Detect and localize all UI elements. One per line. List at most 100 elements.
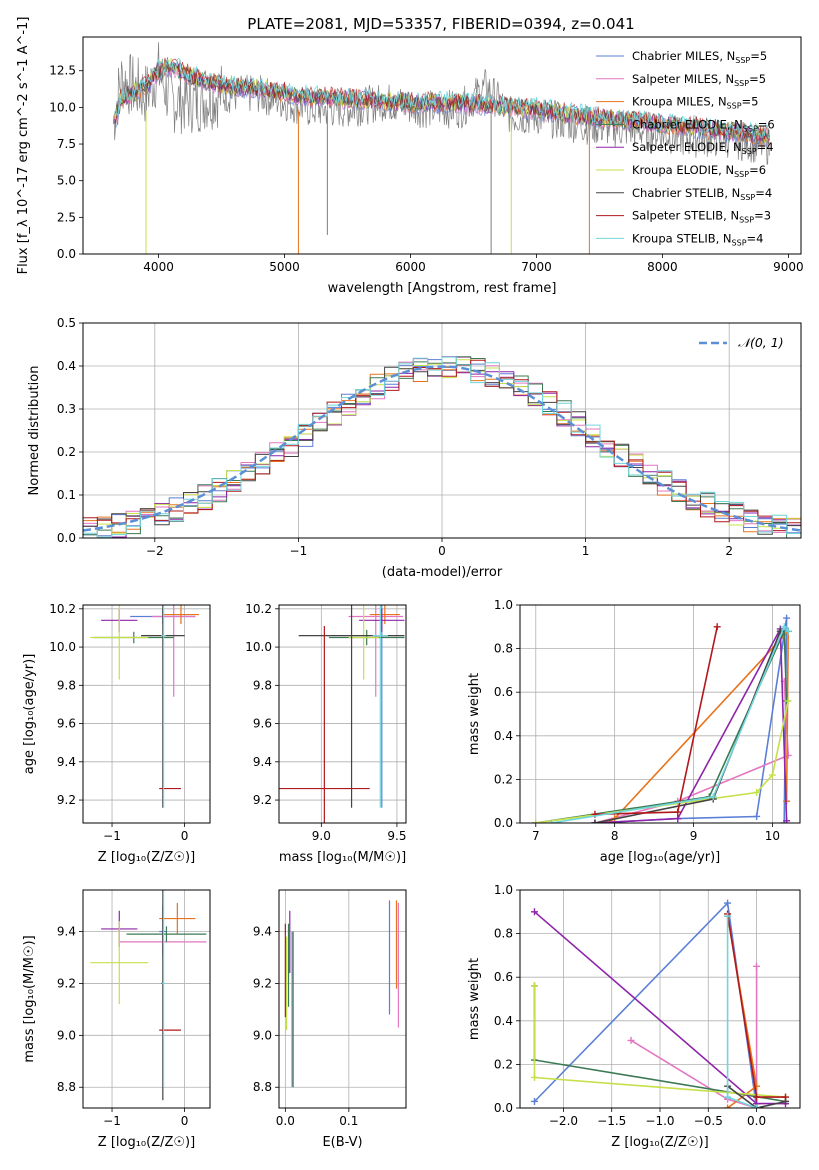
x-axis-label: E(B-V) <box>322 1135 362 1150</box>
plot-area <box>90 605 200 808</box>
y-tick-label: 5.0 <box>57 174 76 188</box>
y-tick-label: 10.0 <box>49 640 76 654</box>
y-axis-label: mass weight <box>467 673 482 755</box>
panel-age_vs_mass: 9.0 9.5 9.2 9.4 9.6 9.8 10.0 10.2 mass [log₁₀(M/… <box>245 602 407 865</box>
legend-label: Kroupa MILES, NSSP=5 <box>632 95 758 111</box>
chart-layer: 4000 5000 6000 7000 8000 90000.02.55.07.510.0… <box>16 17 804 1150</box>
y-tick-label: 0.4 <box>494 1014 513 1028</box>
axes-frame <box>278 604 407 824</box>
panel-mw_vs_z: −2.0 −1.5 −1.0 −0.5 0.0 0.0 0.2 0.4 0.6 0.8 1.0 Z [… <box>467 883 801 1150</box>
x-tick-label: 6000 <box>395 260 426 274</box>
y-tick-label: 10.0 <box>49 100 76 114</box>
y-tick-label: 9.4 <box>253 925 272 939</box>
axes-frame <box>82 36 802 255</box>
y-tick-label: 8.8 <box>253 1080 272 1094</box>
x-tick-label: 9000 <box>773 260 804 274</box>
legend-label: Chabrier ELODIE, NSSP=6 <box>632 117 775 133</box>
y-tick-label: 9.8 <box>57 678 76 692</box>
legend-label: Salpeter ELODIE, NSSP=4 <box>632 140 774 156</box>
mass-weight-marker <box>783 817 791 823</box>
mass-weight-line <box>594 681 790 823</box>
x-axis-label: Z [log₁₀(Z/Z☉)] <box>611 1135 708 1150</box>
y-tick-label: 0.4 <box>494 729 513 743</box>
mass-weight-marker <box>753 788 761 796</box>
figure-title: PLATE=2081, MJD=53357, FIBERID=0394, z=0… <box>247 15 634 33</box>
mass-weight-marker <box>784 697 792 705</box>
y-tick-label: 0.0 <box>57 531 76 545</box>
mass-weight-marker <box>753 812 761 820</box>
spectrum-model-line <box>114 57 770 142</box>
y-tick-label: 0.2 <box>57 445 76 459</box>
mass-weight-marker <box>674 815 682 823</box>
panel-mass_vs_z: −1 0 8.8 9.0 9.2 9.4 Z [log₁₀(Z/Z☉)] mass [log₁… <box>22 889 211 1150</box>
y-tick-label: 9.2 <box>253 976 272 990</box>
x-tick-label: −1.5 <box>597 1114 626 1128</box>
y-tick-label: 9.2 <box>253 793 272 807</box>
y-tick-label: 0.6 <box>494 685 513 699</box>
x-tick-label: 0 <box>181 1114 189 1128</box>
y-tick-label: 0.4 <box>57 359 76 373</box>
axes-frame <box>519 604 801 824</box>
mass-weight-marker <box>530 908 538 916</box>
mass-weight-marker <box>780 623 788 631</box>
axes-frame <box>519 889 801 1109</box>
x-axis-label: Z [log₁₀(Z/Z☉)] <box>98 1135 195 1150</box>
normal-legend-label: 𝒩(0, 1) <box>738 335 784 350</box>
spectrum-legend: Chabrier MILES, NSSP=5 Salpeter MILES, NS… <box>596 49 775 247</box>
mass-weight-marker <box>532 819 540 823</box>
mass-weight-marker <box>724 1093 732 1101</box>
y-tick-label: 9.6 <box>57 717 76 731</box>
plot-area <box>532 614 792 823</box>
y-tick-label: 0.8 <box>494 927 513 941</box>
x-tick-label: 1 <box>582 544 590 558</box>
y-tick-label: 0.3 <box>57 402 76 416</box>
mass-weight-marker <box>753 962 761 970</box>
x-tick-label: −1.0 <box>645 1114 674 1128</box>
x-tick-label: −1 <box>103 1114 121 1128</box>
y-axis-label: Flux [f_λ 10^-17 erg cm^-2 s^-1 A^-1] <box>16 17 31 275</box>
mass-weight-marker <box>724 899 732 907</box>
y-tick-label: 0.0 <box>494 816 513 830</box>
x-tick-label: 2 <box>725 544 733 558</box>
mass-weight-marker <box>548 819 556 823</box>
mass-weight-line <box>630 966 758 1108</box>
plot-area <box>279 605 405 823</box>
plot-area <box>83 356 801 538</box>
axes-frame <box>82 604 211 824</box>
y-tick-label: 12.5 <box>49 64 76 78</box>
y-tick-label: 9.4 <box>57 925 76 939</box>
y-tick-label: 1.0 <box>494 883 513 897</box>
mass-weight-marker <box>783 614 791 622</box>
mass-weight-line <box>594 626 718 816</box>
hist-step-line <box>83 359 801 532</box>
x-tick-label: 7 <box>532 829 540 843</box>
mass-weight-marker <box>724 912 732 920</box>
x-tick-label: −2.0 <box>549 1114 578 1128</box>
legend-label: Kroupa ELODIE, NSSP=6 <box>632 163 766 179</box>
x-tick-label: −1 <box>103 829 121 843</box>
panel-residual_hist: −2 −1 0 1 2 0.0 0.1 0.2 0.3 0.4 0.5 (data-model)/er… <box>27 316 802 580</box>
y-tick-label: 9.8 <box>253 678 272 692</box>
panel-age_vs_z: −1 0 9.2 9.4 9.6 9.8 10.0 10.2 Z [log₁₀(Z/Z☉)] ag… <box>22 602 211 865</box>
legend-label: Chabrier MILES, NSSP=5 <box>632 49 767 65</box>
x-tick-label: 0.1 <box>339 1114 358 1128</box>
normal-curve <box>83 365 801 532</box>
x-tick-label: 8000 <box>647 260 678 274</box>
y-tick-label: 9.2 <box>57 793 76 807</box>
panel-mass_vs_ebv: 0.0 0.1 8.8 9.0 9.2 9.4 E(B-V) <box>253 889 407 1150</box>
y-tick-label: 9.4 <box>57 755 76 769</box>
plot-area <box>90 890 207 1101</box>
axes-frame <box>82 889 211 1109</box>
y-axis-label: mass weight <box>467 958 482 1040</box>
mass-weight-line <box>727 1085 786 1108</box>
y-tick-label: 9.0 <box>253 1028 272 1042</box>
y-tick-label: 9.0 <box>57 1028 76 1042</box>
panel-mw_vs_age: 7 8 9 10 0.0 0.2 0.4 0.6 0.8 1.0 age [log₁₀(age/yr… <box>467 598 801 865</box>
x-tick-label: 5000 <box>269 260 300 274</box>
y-tick-label: 0.2 <box>494 1057 513 1071</box>
x-tick-label: −2 <box>146 544 164 558</box>
y-tick-label: 0.0 <box>494 1101 513 1115</box>
mass-weight-marker <box>784 751 792 759</box>
mass-weight-line <box>606 629 790 823</box>
x-tick-label: 9.5 <box>387 829 406 843</box>
